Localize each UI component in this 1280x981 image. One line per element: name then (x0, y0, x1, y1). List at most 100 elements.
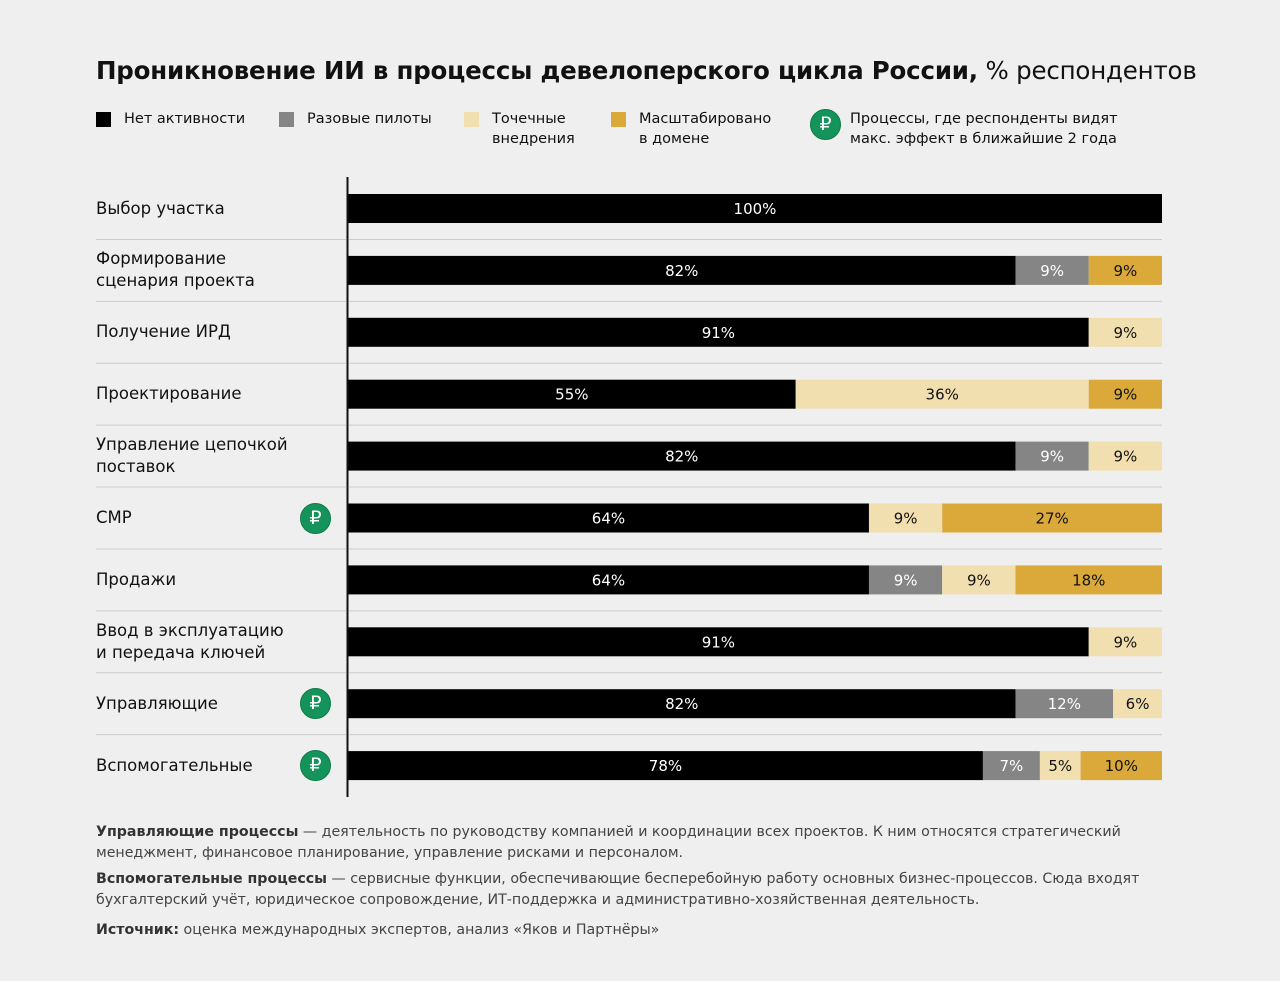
bar-segment-row-2-series-1 (348, 255, 1016, 285)
data-label-row-5-series-3: 9% (1113, 448, 1137, 466)
data-label-row-2-series-2: 9% (1040, 262, 1064, 280)
category-label: Выбор участка (96, 179, 296, 239)
legend-swatch-point-implementations (464, 112, 479, 127)
category-label-text: Формирование сценария проекта (96, 249, 255, 291)
bar-segment-row-5-series-1 (348, 441, 1016, 471)
bar-segment-row-8-series-3 (1088, 627, 1162, 657)
legend-item-one-off-pilots: Разовые пилоты (279, 110, 432, 130)
category-label: Формирование сценария проекта (96, 240, 296, 300)
footnote-support-text: — сервисные функции, обеспечивающие бесп… (96, 871, 1140, 908)
category-label: Управляющие (96, 674, 296, 734)
category-label: Ввод в эксплуатацию и передача ключей (96, 612, 296, 672)
category-label-text: Проектирование (96, 384, 242, 404)
data-label-row-4-series-3: 36% (926, 386, 959, 404)
bar-segment-row-9-series-2 (1015, 689, 1114, 719)
category-label-text: Вспомогательные (96, 755, 253, 775)
bar-segment-row-10-series-2 (982, 751, 1040, 781)
legend-swatch-scaled-in-domain (611, 112, 626, 127)
category-label: СМР (96, 488, 296, 548)
chart-title: Проникновение ИИ в процессы девелоперско… (96, 56, 1197, 85)
legend-item-scaled-in-domain: Масштабировано в домене (611, 110, 771, 149)
bar-segment-row-9-series-1 (348, 689, 1016, 719)
data-label-row-5-series-1: 82% (665, 448, 698, 466)
legend-label-max-effect: Процессы, где респонденты видят макс. эф… (850, 111, 1118, 147)
data-label-row-6-series-3: 9% (894, 510, 918, 528)
bar-segment-row-7-series-2 (868, 565, 943, 595)
bar-segment-row-10-series-1 (348, 751, 983, 781)
legend-item-no-activity: Нет активности (96, 110, 245, 130)
data-label-row-7-series-2: 9% (894, 571, 918, 589)
bar-segment-row-10-series-4 (1080, 751, 1162, 781)
data-label-row-6-series-1: 64% (592, 510, 625, 528)
footnote-management-term: Управляющие процессы (96, 824, 299, 840)
chart-title-main: Проникновение ИИ в процессы девелоперско… (96, 56, 978, 85)
bar-segment-row-5-series-3 (1088, 441, 1162, 471)
data-label-row-9-series-2: 12% (1048, 695, 1081, 713)
category-label-text: Выбор участка (96, 198, 225, 218)
data-label-row-10-series-1: 78% (649, 757, 682, 775)
legend-label-scaled-in-domain: Масштабировано в домене (639, 111, 772, 147)
legend-item-max-effect: ₽ Процессы, где респонденты видят макс. … (810, 109, 1118, 149)
bar-segment-row-9-series-3 (1113, 689, 1162, 719)
legend-label-one-off-pilots: Разовые пилоты (307, 111, 432, 127)
legend-label-point-implementations: Точечные внедрения (492, 111, 575, 147)
chart-title-unit: % респондентов (977, 56, 1197, 85)
footnote-management-text: — деятельность по руководству компанией … (96, 824, 1121, 861)
bar-segment-row-4-series-3 (795, 379, 1089, 409)
data-label-row-8-series-3: 9% (1113, 633, 1137, 651)
data-label-row-10-series-4: 10% (1105, 757, 1138, 775)
bar-segment-row-5-series-2 (1015, 441, 1089, 471)
legend-swatch-one-off-pilots (279, 112, 294, 127)
bar-segment-row-4-series-1 (348, 379, 796, 409)
data-label-row-4-series-4: 9% (1113, 386, 1137, 404)
data-label-row-7-series-1: 64% (592, 571, 625, 589)
category-label: Управление цепочкой поставок (96, 426, 296, 486)
data-label-row-9-series-3: 6% (1126, 695, 1150, 713)
footnote-source-term: Источник: (96, 922, 180, 938)
legend-label-no-activity: Нет активности (124, 111, 246, 127)
category-label: Вспомогательные (96, 736, 296, 796)
footnote-support-term: Вспомогательные процессы (96, 871, 327, 887)
data-label-row-7-series-3: 9% (967, 571, 991, 589)
data-label-row-6-series-4: 27% (1035, 510, 1068, 528)
bar-segment-row-3-series-1 (348, 317, 1089, 347)
data-label-row-1-series-1: 100% (734, 200, 777, 218)
category-label-text: Ввод в эксплуатацию и передача ключей (96, 620, 284, 662)
bar-segment-row-4-series-4 (1088, 379, 1162, 409)
data-label-row-2-series-1: 82% (665, 262, 698, 280)
bar-segment-row-2-series-4 (1088, 255, 1162, 285)
data-label-row-2-series-4: 9% (1113, 262, 1137, 280)
category-label-text: Продажи (96, 569, 177, 589)
footnote-management: Управляющие процессы — деятельность по р… (96, 822, 1186, 864)
category-label-text: Управляющие (96, 693, 218, 713)
bar-segment-row-6-series-1 (348, 503, 869, 533)
legend-item-point-implementations: Точечные внедрения (464, 110, 575, 149)
bar-segment-row-3-series-3 (1088, 317, 1162, 347)
data-label-row-4-series-1: 55% (555, 386, 588, 404)
ruble-icon: ₽ (810, 109, 841, 140)
footnote-source: Источник: оценка международных экспертов… (96, 920, 1186, 941)
category-label-text: СМР (96, 508, 132, 527)
data-label-row-3-series-3: 9% (1113, 324, 1137, 342)
data-label-row-9-series-1: 82% (665, 695, 698, 713)
ruble-icon: ₽ (300, 502, 331, 534)
ruble-icon: ₽ (300, 688, 331, 720)
legend-swatch-no-activity (96, 112, 111, 127)
footnote-source-text: оценка международных экспертов, анализ «… (179, 922, 660, 938)
footnote-support: Вспомогательные процессы — сервисные фун… (96, 869, 1186, 911)
data-label-row-5-series-2: 9% (1040, 448, 1064, 466)
ruble-icon: ₽ (300, 750, 331, 782)
bar-segment-row-7-series-1 (348, 565, 869, 595)
data-label-row-10-series-2: 7% (1000, 757, 1024, 775)
bar-segment-row-6-series-4 (942, 503, 1162, 533)
data-label-row-7-series-4: 18% (1072, 571, 1105, 589)
bar-segment-row-10-series-3 (1039, 751, 1081, 781)
bar-segment-row-7-series-3 (942, 565, 1016, 595)
data-label-row-10-series-3: 5% (1048, 757, 1072, 775)
category-label-text: Получение ИРД (96, 322, 231, 342)
category-label: Продажи (96, 550, 296, 610)
bar-segment-row-8-series-1 (348, 627, 1089, 657)
category-label: Получение ИРД (96, 302, 296, 362)
bar-segment-row-7-series-4 (1015, 565, 1162, 595)
